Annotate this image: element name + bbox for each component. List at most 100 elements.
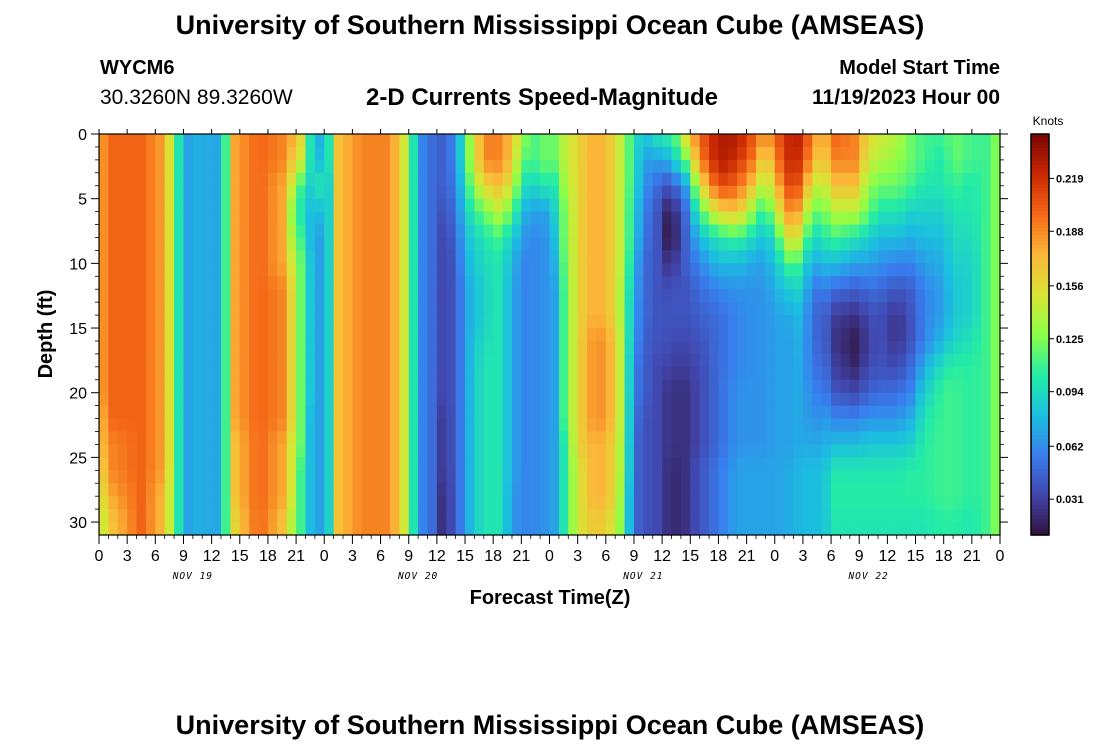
- heatmap-cell: [840, 457, 851, 471]
- heatmap-cell: [577, 392, 588, 407]
- colorbar-segment: [1031, 391, 1049, 396]
- heatmap-cell: [577, 134, 588, 148]
- heatmap-cell: [361, 134, 372, 148]
- heatmap-cell: [727, 379, 738, 394]
- heatmap-cell: [877, 470, 888, 484]
- heatmap-cell: [849, 353, 860, 368]
- colorbar-segment: [1031, 454, 1049, 459]
- heatmap-cell: [267, 211, 278, 226]
- heatmap-cell: [183, 509, 194, 523]
- heatmap-cell: [239, 250, 250, 264]
- heatmap-cell: [108, 418, 119, 433]
- heatmap-cell: [145, 483, 156, 497]
- heatmap-cell: [877, 211, 888, 226]
- heatmap-cell: [117, 159, 128, 174]
- heatmap-cell: [774, 353, 785, 368]
- x-tick-label: 15: [456, 548, 474, 565]
- heatmap-cell: [343, 185, 354, 200]
- heatmap-cell: [596, 315, 607, 329]
- heatmap-cell: [221, 198, 231, 213]
- heatmap-cell: [305, 444, 316, 458]
- heatmap-cell: [671, 276, 682, 290]
- heatmap-cell: [784, 366, 795, 381]
- heatmap-cell: [230, 302, 241, 316]
- heatmap-cell: [277, 159, 288, 174]
- heatmap-cell: [361, 509, 372, 523]
- heatmap-cell: [296, 392, 307, 407]
- heatmap-cell: [840, 276, 851, 290]
- heatmap-cell: [727, 392, 738, 407]
- heatmap-cell: [746, 237, 757, 252]
- heatmap-cell: [934, 366, 945, 381]
- heatmap-cell: [202, 250, 213, 264]
- heatmap-cell: [699, 328, 710, 342]
- heatmap-cell: [934, 237, 945, 252]
- heatmap-cell: [605, 237, 616, 252]
- heatmap-cell: [793, 159, 804, 174]
- heatmap-cell: [718, 159, 729, 174]
- heatmap-cell: [389, 134, 400, 148]
- heatmap-cell: [643, 340, 654, 355]
- heatmap-cell: [699, 263, 710, 277]
- heatmap-cell: [474, 237, 485, 252]
- heatmap-cell: [230, 250, 241, 264]
- heatmap-cell: [680, 134, 691, 148]
- heatmap-cell: [577, 185, 588, 200]
- heatmap-cell: [774, 250, 785, 264]
- heatmap-cell: [962, 483, 973, 497]
- heatmap-cell: [164, 146, 175, 161]
- heatmap-cell: [633, 431, 644, 446]
- heatmap-cell: [784, 405, 795, 420]
- heatmap-cell: [633, 444, 644, 458]
- heatmap-cell: [155, 302, 166, 316]
- heatmap-cell: [643, 224, 654, 239]
- heatmap-cell: [136, 444, 147, 458]
- colorbar-segment: [1031, 240, 1049, 245]
- heatmap-cell: [483, 146, 494, 161]
- heatmap-cell: [680, 418, 691, 433]
- heatmap-cell: [296, 522, 307, 536]
- heatmap-cell: [99, 302, 109, 316]
- y-tick-label: 25: [69, 450, 87, 467]
- heatmap-cell: [633, 159, 644, 174]
- heatmap-cell: [399, 172, 410, 187]
- colorbar-segment: [1031, 514, 1049, 519]
- heatmap-cell: [774, 328, 785, 342]
- heatmap-cell: [108, 289, 119, 303]
- heatmap-cell: [343, 289, 354, 303]
- heatmap-cell: [924, 172, 935, 187]
- heatmap-cell: [840, 302, 851, 316]
- heatmap-cell: [587, 224, 598, 239]
- heatmap-cell: [633, 405, 644, 420]
- heatmap-cell: [174, 159, 185, 174]
- heatmap-cell: [455, 340, 466, 355]
- heatmap-cell: [239, 353, 250, 368]
- heatmap-cell: [117, 250, 128, 264]
- heatmap-cell: [540, 146, 551, 161]
- heatmap-cell: [465, 198, 476, 213]
- colorbar-segment: [1031, 491, 1049, 496]
- heatmap-cell: [502, 353, 513, 368]
- heatmap-cell: [483, 315, 494, 329]
- heatmap-cell: [887, 185, 898, 200]
- heatmap-cell: [990, 496, 1001, 510]
- heatmap-cell: [934, 353, 945, 368]
- heatmap-cell: [418, 496, 429, 510]
- heatmap-cell: [727, 198, 738, 213]
- heatmap-cell: [296, 185, 307, 200]
- heatmap-cell: [474, 496, 485, 510]
- heatmap-cell: [737, 289, 748, 303]
- heatmap-cell: [971, 496, 982, 510]
- heatmap-cell: [690, 496, 701, 510]
- heatmap-cell: [183, 276, 194, 290]
- heatmap-cell: [812, 509, 823, 523]
- x-tick-label: 21: [287, 548, 305, 565]
- heatmap-cell: [202, 289, 213, 303]
- heatmap-cell: [296, 263, 307, 277]
- heatmap-cell: [530, 263, 541, 277]
- heatmap-cell: [258, 431, 269, 446]
- heatmap-cell: [502, 237, 513, 252]
- heatmap-cell: [446, 211, 457, 226]
- heatmap-cell: [361, 250, 372, 264]
- heatmap-cell: [727, 250, 738, 264]
